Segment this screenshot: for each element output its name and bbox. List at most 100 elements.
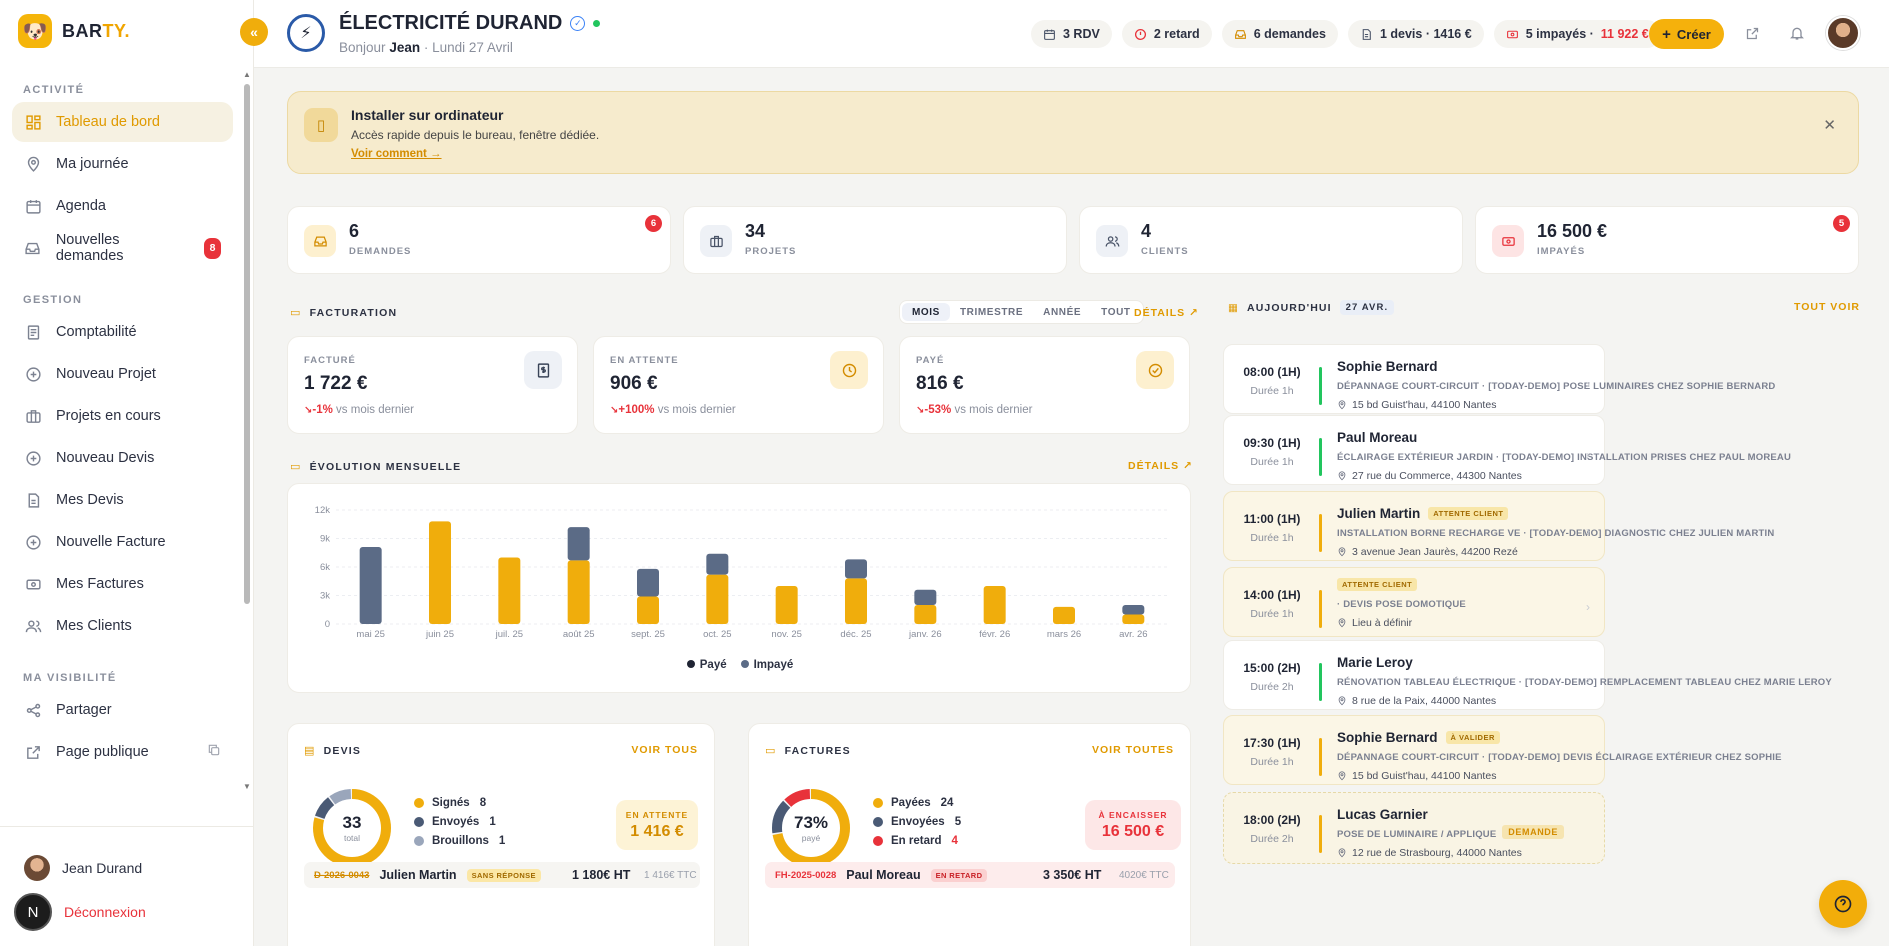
- stat-card-projets[interactable]: 34 PROJETS: [683, 206, 1067, 274]
- users-icon: [1096, 225, 1128, 257]
- sidebar-item-mes-clients[interactable]: Mes Clients: [12, 606, 233, 646]
- sidebar-item-nouvelles-demandes[interactable]: Nouvelles demandes 8: [12, 228, 233, 268]
- dashboard-icon: [24, 113, 42, 131]
- period-tab[interactable]: TRIMESTRE: [959, 306, 1024, 318]
- chevron-right-icon: ›: [1586, 673, 1590, 687]
- billing-trend: ↘-53% vs mois dernier: [916, 404, 1033, 416]
- plus-circle-icon: [24, 365, 42, 383]
- billing-label: EN ATTENTE: [610, 355, 679, 366]
- sidebar-item-nouvelle-facture[interactable]: Nouvelle Facture: [12, 522, 233, 562]
- close-icon[interactable]: ✕: [1823, 117, 1836, 134]
- bar-impayé[interactable]: [845, 559, 867, 579]
- appointment-description: INSTALLATION BORNE RECHARGE VE · [TODAY-…: [1337, 528, 1775, 539]
- factures-see-all-link[interactable]: VOIR TOUTES: [1092, 744, 1174, 756]
- appointment-duration: Durée 1h: [1250, 456, 1294, 468]
- sidebar-item-nouveau-projet[interactable]: Nouveau Projet: [12, 354, 233, 394]
- sidebar-item-comptabilite[interactable]: Comptabilité: [12, 312, 233, 352]
- install-banner: ▯ Installer sur ordinateur Accès rapide …: [287, 91, 1859, 174]
- bar-impayé[interactable]: [706, 553, 729, 575]
- bar-payé[interactable]: [1122, 614, 1145, 625]
- bar-impayé[interactable]: [637, 568, 659, 597]
- brand[interactable]: 🐶 BARTY.: [18, 13, 130, 49]
- stat-card-clients[interactable]: 4 CLIENTS: [1079, 206, 1463, 274]
- appointment-address: 8 rue de la Paix, 44000 Nantes: [1337, 695, 1496, 707]
- create-button[interactable]: + Créer: [1649, 19, 1724, 49]
- billing-card[interactable]: EN ATTENTE 906 € ↘+100% vs mois dernier: [593, 336, 884, 434]
- bar-payé[interactable]: [429, 521, 451, 624]
- banner-link[interactable]: Voir comment →: [351, 148, 442, 160]
- sidebar-item-page-publique[interactable]: Page publique: [12, 732, 233, 772]
- user-profile-link[interactable]: Jean Durand: [24, 855, 142, 881]
- scroll-up-arrow-icon[interactable]: ▲: [243, 70, 251, 79]
- appointment-card[interactable]: 11:00 (1H) Durée 1h Julien Martin ATTENT…: [1223, 491, 1775, 561]
- sidebar-item-agenda[interactable]: Agenda: [12, 186, 233, 226]
- devis-row[interactable]: D-2026-0043 Julien Martin SANS RÉPONSE 1…: [304, 862, 700, 888]
- bar-payé[interactable]: [567, 560, 590, 624]
- billing-card[interactable]: PAYÉ 816 € ↘-53% vs mois dernier: [899, 336, 1190, 434]
- stat-card-impays[interactable]: 16 500 € IMPAYÉS 5: [1475, 206, 1859, 274]
- logout-button[interactable]: N Déconnexion: [14, 893, 146, 931]
- header-chip[interactable]: 5 impayés · 11 922 €: [1493, 20, 1661, 48]
- header-chip[interactable]: 3 RDV: [1031, 20, 1112, 48]
- evolution-details-link[interactable]: DÉTAILS ↗: [1128, 460, 1193, 472]
- scroll-thumb[interactable]: [244, 84, 250, 604]
- appointment-card[interactable]: 14:00 (1H) Durée 1h ATTENTE CLIENT · DEV…: [1223, 567, 1605, 637]
- bar-payé[interactable]: [706, 574, 729, 624]
- devis-amount: 1 180€ HT: [572, 868, 631, 882]
- period-tab[interactable]: MOIS: [902, 303, 950, 321]
- sidebar-item-ma-journee[interactable]: Ma journée: [12, 144, 233, 184]
- sidebar-item-projets-en-cours[interactable]: Projets en cours: [12, 396, 233, 436]
- bar-payé[interactable]: [914, 605, 937, 624]
- bar-payé[interactable]: [983, 586, 1006, 624]
- collapse-sidebar-button[interactable]: «: [240, 18, 268, 46]
- period-tab[interactable]: ANNÉE: [1043, 306, 1082, 318]
- bar-impayé[interactable]: [567, 527, 590, 561]
- sidebar-item-partager[interactable]: Partager: [12, 690, 233, 730]
- appointment-card[interactable]: 18:00 (2H) Durée 2h Lucas Garnier POSE D…: [1223, 792, 1605, 864]
- bell-icon[interactable]: [1786, 22, 1808, 44]
- external-link-icon[interactable]: [1741, 22, 1763, 44]
- bar-impayé[interactable]: [359, 547, 382, 624]
- header-chip[interactable]: 1 devis · 1416 €: [1347, 20, 1484, 48]
- sidebar-item-mes-factures[interactable]: Mes Factures: [12, 564, 233, 604]
- bar-payé[interactable]: [1053, 606, 1075, 624]
- facture-row[interactable]: FH-2025-0028 Paul Moreau EN RETARD 3 350…: [765, 862, 1175, 888]
- facturation-details-link[interactable]: DÉTAILS ↗: [1134, 307, 1199, 319]
- period-tab[interactable]: TOUT: [1101, 306, 1131, 318]
- help-chat-button[interactable]: [1819, 880, 1867, 928]
- legend-item[interactable]: Impayé: [740, 659, 793, 671]
- n-avatar-badge[interactable]: N: [14, 893, 52, 931]
- header-chip[interactable]: 6 demandes: [1221, 20, 1338, 48]
- today-see-all-link[interactable]: TOUT VOIR: [1794, 301, 1860, 313]
- bar-payé[interactable]: [775, 586, 798, 624]
- stat-value: 16 500 €: [1537, 221, 1608, 241]
- appointment-card[interactable]: 09:30 (1H) Durée 1h Paul Moreau ÉCLAIRAG…: [1223, 415, 1791, 485]
- status-bar: [1319, 590, 1322, 628]
- sidebar-item-mes-devis[interactable]: Mes Devis: [12, 480, 233, 520]
- copy-icon[interactable]: [207, 743, 221, 761]
- devis-see-all-link[interactable]: VOIR TOUS: [631, 744, 698, 756]
- avatar[interactable]: [1826, 16, 1860, 50]
- appointment-card[interactable]: 08:00 (1H) Durée 1h Sophie Bernard DÉPAN…: [1223, 344, 1775, 414]
- document-icon: [24, 491, 42, 509]
- sidebar-scrollbar[interactable]: ▲ ▼: [243, 70, 251, 800]
- sidebar-item-tableau-de-bord[interactable]: Tableau de bord: [12, 102, 233, 142]
- bar-payé[interactable]: [637, 596, 659, 624]
- document-icon: [1360, 28, 1373, 41]
- appointment-duration: Durée 2h: [1250, 681, 1294, 693]
- header-chip[interactable]: 2 retard: [1121, 20, 1212, 48]
- appointment-card[interactable]: 17:30 (1H) Durée 1h Sophie Bernard À VAL…: [1223, 715, 1781, 785]
- bar-impayé[interactable]: [1122, 605, 1145, 615]
- bar-impayé[interactable]: [914, 589, 937, 605]
- sidebar-item-label: Mes Clients: [56, 618, 132, 634]
- bar-payé[interactable]: [498, 557, 521, 625]
- stat-card-demandes[interactable]: 6 DEMANDES 6: [287, 206, 671, 274]
- billing-card[interactable]: FACTURÉ 1 722 € ↘-1% vs mois dernier: [287, 336, 578, 434]
- appointment-client: Sophie Bernard À VALIDER: [1337, 730, 1500, 745]
- bar-payé[interactable]: [845, 578, 867, 624]
- legend-item[interactable]: Payé: [686, 659, 727, 671]
- stat-label: IMPAYÉS: [1537, 246, 1586, 257]
- scroll-down-arrow-icon[interactable]: ▼: [243, 782, 251, 791]
- sidebar-item-nouveau-devis[interactable]: Nouveau Devis: [12, 438, 233, 478]
- appointment-card[interactable]: 15:00 (2H) Durée 2h Marie Leroy RÉNOVATI…: [1223, 640, 1832, 710]
